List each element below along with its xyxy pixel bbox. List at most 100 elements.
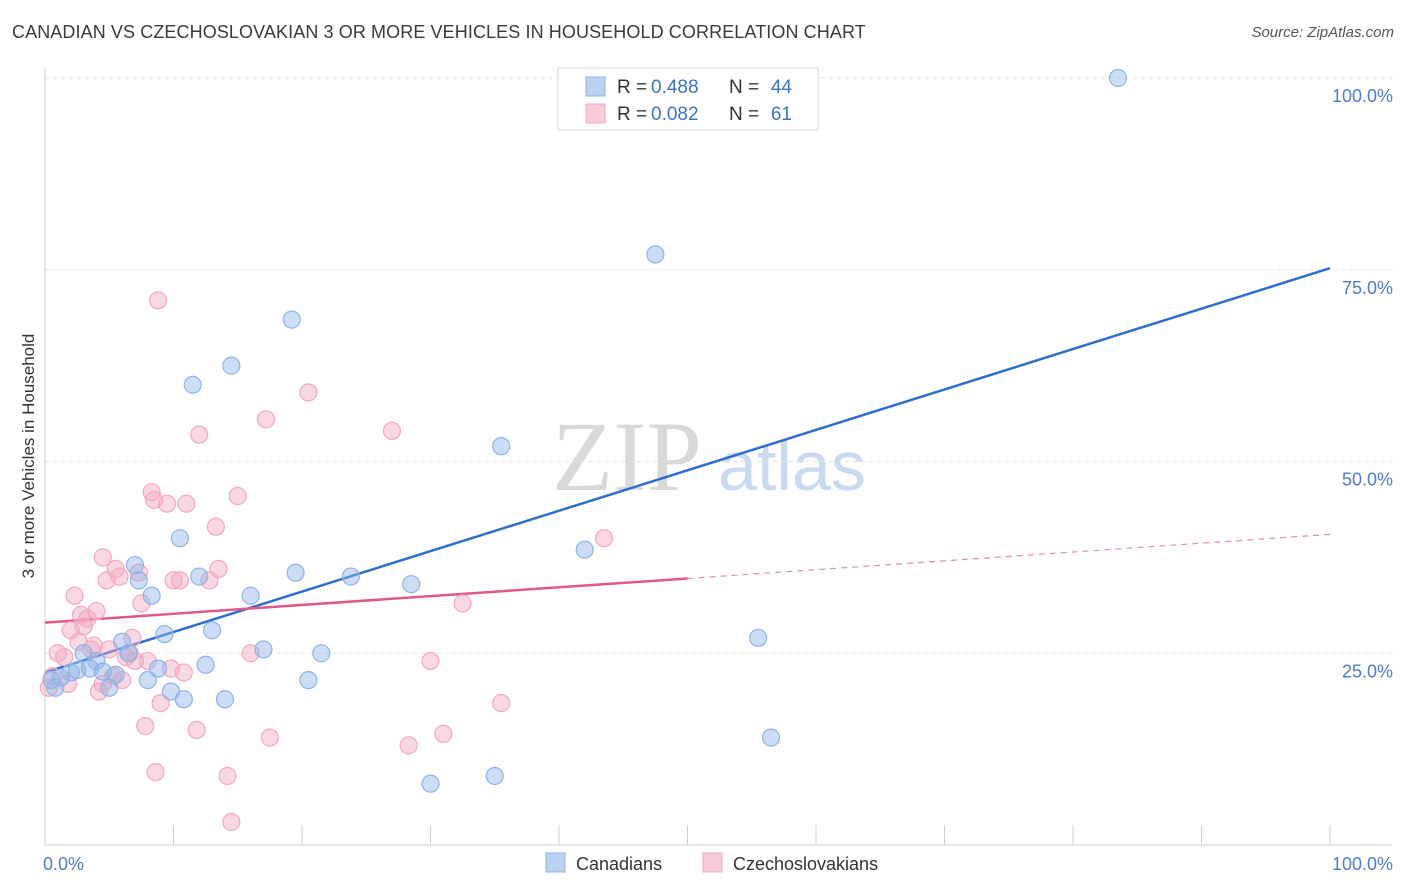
source-label: Source: ZipAtlas.com [1251,24,1394,41]
legend-n-label: N = [729,77,759,98]
watermark: ZIP atlas [552,401,866,512]
data-point [142,586,161,605]
y-tick-label: 50.0% [1342,470,1393,490]
data-point [492,437,511,456]
data-point [190,567,209,586]
data-point [119,644,138,663]
data-point [222,812,241,832]
data-point [299,670,318,690]
data-point [112,632,132,651]
data-point [299,383,318,402]
bottom-legend-label: Canadians [576,854,662,874]
data-point [434,724,453,743]
data-point [453,594,472,613]
bottom-legend: Canadians Czechoslovakians [545,852,878,874]
legend-r-label: R = [617,77,647,98]
data-point [382,421,402,440]
data-point [187,720,206,740]
data-point [1108,68,1128,88]
data-point [218,766,237,786]
data-point [256,410,276,429]
legend-swatch [585,76,606,97]
data-point [282,310,301,329]
data-point [421,774,440,793]
data-point [51,668,70,687]
y-tick-label: 25.0% [1342,661,1393,681]
y-tick-label: 75.0% [1342,278,1393,298]
data-point [87,651,106,671]
legend-r-value: 0.082 [651,104,699,125]
data-point [646,245,665,264]
bottom-legend-swatch [545,852,566,873]
data-point [123,628,142,648]
data-point [148,659,168,678]
data-point [260,728,279,747]
data-point [215,690,234,709]
tick-labels: 100.0% 75.0% 50.0% 25.0% 0.0% 100.0% [43,86,1393,874]
data-point [222,356,241,375]
data-point [84,636,103,655]
x-tick-label-left: 0.0% [43,854,84,874]
data-point [170,529,190,548]
legend-r-label: R = [617,104,647,125]
y-axis-title: 3 or more Vehicles in Household [19,334,38,579]
chart-title: CANADIAN VS CZECHOSLOVAKIAN 3 OR MORE VE… [12,22,866,42]
data-point [209,559,228,578]
data-point [125,555,145,575]
legend-r-value: 0.488 [651,77,699,98]
data-point [146,763,165,782]
data-points [39,68,1128,832]
data-point [132,594,151,613]
data-point [341,567,360,586]
data-point [190,425,209,444]
data-point [110,567,129,586]
bottom-legend-swatch [702,852,723,873]
data-point [761,728,781,747]
legend-swatch [585,103,606,124]
y-tick-label: 100.0% [1332,86,1393,106]
bottom-legend-label: Czechoslovakians [733,854,878,874]
legend-n-value: 61 [771,104,792,125]
data-point [421,651,440,671]
data-point [164,571,183,590]
data-point [485,766,504,786]
legend-n-value: 44 [771,77,793,98]
watermark-atlas: atlas [718,427,866,505]
data-point [138,651,157,671]
data-point [157,494,177,513]
data-point [106,665,125,684]
data-point [196,655,215,674]
data-point [174,663,193,682]
data-point [749,628,768,648]
data-point [148,291,168,310]
data-point [286,563,305,582]
data-point [174,690,193,709]
data-point [46,678,65,697]
data-point [55,647,74,667]
data-point [202,621,222,640]
data-point [65,586,84,605]
trendline-solid [44,267,1331,674]
gridlines [45,77,1395,654]
data-point [93,548,112,567]
data-point [170,571,190,590]
legend-n-label: N = [729,104,759,125]
data-point [151,694,170,713]
stats-legend: R = 0.488 N = 44 R = 0.082 N = 61 [557,67,819,131]
data-point [138,670,157,690]
data-point [228,486,247,506]
data-point [254,640,273,659]
data-point [402,575,421,594]
data-point [129,571,148,590]
data-point [575,540,594,559]
data-point [183,375,202,394]
x-tick-label-right: 100.0% [1332,854,1393,874]
trendline-dashed [687,533,1331,580]
data-point [492,694,511,713]
watermark-zip: ZIP [552,401,702,512]
axes [44,68,1392,846]
data-point [136,717,155,736]
data-point [206,517,226,536]
data-point [155,624,174,644]
